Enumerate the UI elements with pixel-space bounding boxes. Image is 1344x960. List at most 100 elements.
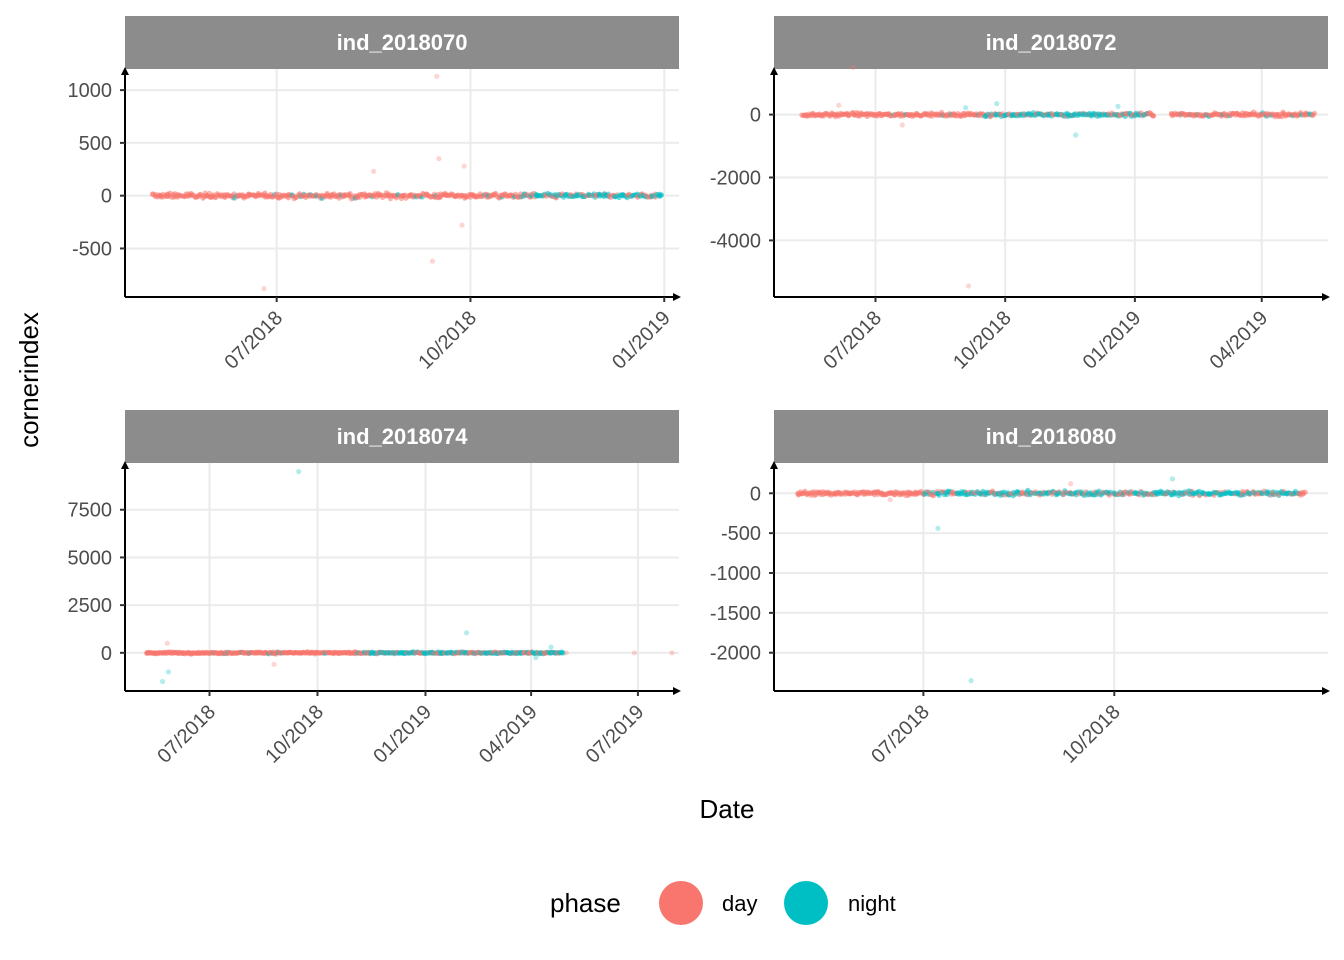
night-point [560,650,566,656]
y-tick-label: 500 [79,133,112,155]
night-outlier-point [296,469,302,475]
y-tick-label: 0 [750,105,761,127]
x-tick-label: 10/2018 [261,701,328,768]
night-outlier-point [994,101,1000,107]
data-points [150,73,665,292]
x-tick-label: 10/2018 [414,307,481,374]
night-outlier-point [935,525,941,532]
y-tick-label: 2500 [68,595,113,617]
day-outlier-point [461,163,467,169]
facet-strip [125,410,679,463]
night-outlier-point [464,630,470,636]
x-tick-label: 10/2018 [949,307,1016,374]
x-tick-label: 07/2018 [153,701,220,768]
day-outlier-point [436,156,442,162]
y-tick-label: -4000 [710,230,761,252]
x-tick-label: 04/2019 [1206,307,1273,374]
y-tick-label: 0 [101,186,112,208]
day-outlier-point [271,661,277,667]
y-axis-arrow [121,67,129,75]
x-tick-label: 01/2019 [369,701,436,768]
day-outlier-point [850,64,856,70]
panel-ind_2018074: ind_2018074 0 2500 5000 7500 07/2018 10/2018 01… [68,410,681,768]
x-axis-arrow [673,687,681,695]
night-outlier-point [968,678,974,684]
y-tick-label: -1500 [710,603,761,625]
y-axis-arrow [770,461,778,469]
night-outlier-point [160,678,166,685]
data-points [144,469,675,685]
day-outlier-point [965,283,972,289]
y-tick-label: -2000 [710,167,761,189]
legend-key-night [784,881,828,925]
legend-key-day [659,881,703,925]
day-outlier-point [261,286,267,292]
panel-ind_2018072: ind_2018072 -4000 -2000 0 07/2018 10/2018 01/2… [710,16,1330,374]
day-outlier-point [164,640,170,646]
x-axis-arrow [1322,687,1330,695]
day-outlier-point [459,222,465,228]
y-tick-label: -500 [721,523,761,545]
y-tick-label: -2000 [710,643,761,665]
day-outlier-point [434,73,440,79]
x-tick-label: 04/2019 [475,701,542,768]
x-tick-label: 01/2019 [1079,307,1146,374]
y-tick-label: 5000 [68,547,113,569]
facet-strip [774,16,1328,69]
x-axis-arrow [1322,293,1330,301]
facet-strip [125,16,679,69]
y-tick-label: 0 [101,643,112,665]
day-point [347,191,353,197]
y-axis-arrow [770,67,778,75]
facet-strip-label: ind_2018080 [986,424,1117,449]
x-tick-label: 01/2019 [608,307,675,374]
day-outlier-point [899,122,905,128]
legend: phase day night [550,881,896,925]
x-tick-label: 07/2018 [867,701,934,768]
night-outlier-point [1073,132,1079,138]
day-outlier-point [669,650,675,656]
night-outlier-point [165,669,171,675]
legend-title: phase [550,888,621,918]
day-outlier-point [887,497,893,503]
y-tick-label: -1000 [710,563,761,585]
day-outlier-point [371,168,377,174]
y-axis-arrow [121,461,129,469]
day-point [1151,113,1157,119]
night-outlier-point [1115,103,1121,109]
night-outlier-point [963,105,969,111]
data-points [795,476,1308,684]
panel-ind_2018070: ind_2018070 -500 0 500 1000 07/2018 10/2018 01/… [68,16,681,374]
day-point [1311,110,1318,116]
panel-ind_2018080: ind_2018080 -2000 -1500 -1000 -500 0 07/2018 10… [710,410,1330,768]
legend-label-night: night [848,891,896,916]
day-point [1302,489,1308,495]
data-points [799,64,1318,289]
day-outlier-point [429,258,436,264]
night-outlier-point [1169,476,1175,482]
legend-label-day: day [722,891,757,916]
y-tick-label: 1000 [68,80,113,102]
x-tick-label: 07/2018 [819,307,886,374]
night-outlier-point [548,644,554,650]
facet-strip-label: ind_2018072 [986,30,1117,55]
x-tick-label: 07/2018 [221,307,288,374]
y-tick-label: 7500 [68,500,113,522]
day-outlier-point [1068,481,1074,487]
night-point [658,192,665,198]
day-outlier-point [563,650,569,656]
day-outlier-point [836,102,842,108]
y-axis-title: cornerindex [14,312,44,448]
x-tick-label: 07/2019 [582,701,649,768]
day-outlier-point [631,650,638,656]
panels-group: ind_2018070 -500 0 500 1000 07/2018 10/2018 01/… [68,16,1330,768]
x-axis-arrow [673,293,681,301]
facet-strip [774,410,1328,463]
x-axis-title: Date [700,794,755,824]
facet-strip-label: ind_2018074 [337,424,469,449]
facet-strip-label: ind_2018070 [337,30,468,55]
y-tick-label: 0 [750,483,761,505]
night-outlier-point [533,655,539,661]
x-tick-label: 10/2018 [1058,701,1125,768]
